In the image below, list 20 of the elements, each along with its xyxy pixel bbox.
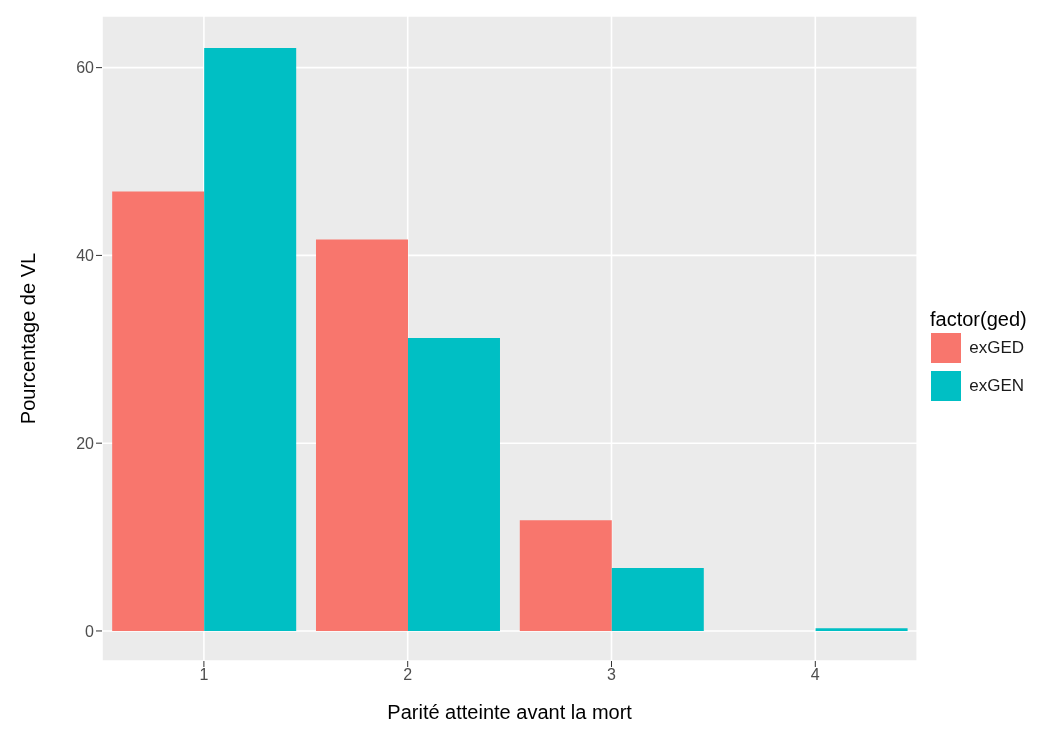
bar (815, 628, 908, 631)
legend-title: factor(ged) (930, 308, 1027, 331)
bar (112, 191, 205, 631)
bar (519, 520, 612, 631)
y-tick-label: 60 (76, 59, 95, 77)
legend-label: exGEN (969, 375, 1024, 396)
bar (407, 338, 500, 631)
x-tick-label: 4 (810, 666, 820, 684)
y-tick-label: 40 (76, 247, 95, 265)
x-tick-label: 1 (199, 666, 209, 684)
x-tick-label: 2 (403, 666, 413, 684)
y-tick-label: 0 (85, 622, 95, 640)
x-axis-title: Parité atteinte avant la mort (387, 701, 633, 723)
x-tick-label: 3 (607, 666, 617, 684)
y-axis-title: Pourcentage de VL (17, 252, 40, 425)
y-tick-label: 20 (76, 434, 95, 452)
legend-label: exGED (969, 337, 1024, 358)
bar (315, 239, 408, 631)
bar (611, 568, 704, 631)
bar (204, 47, 297, 631)
